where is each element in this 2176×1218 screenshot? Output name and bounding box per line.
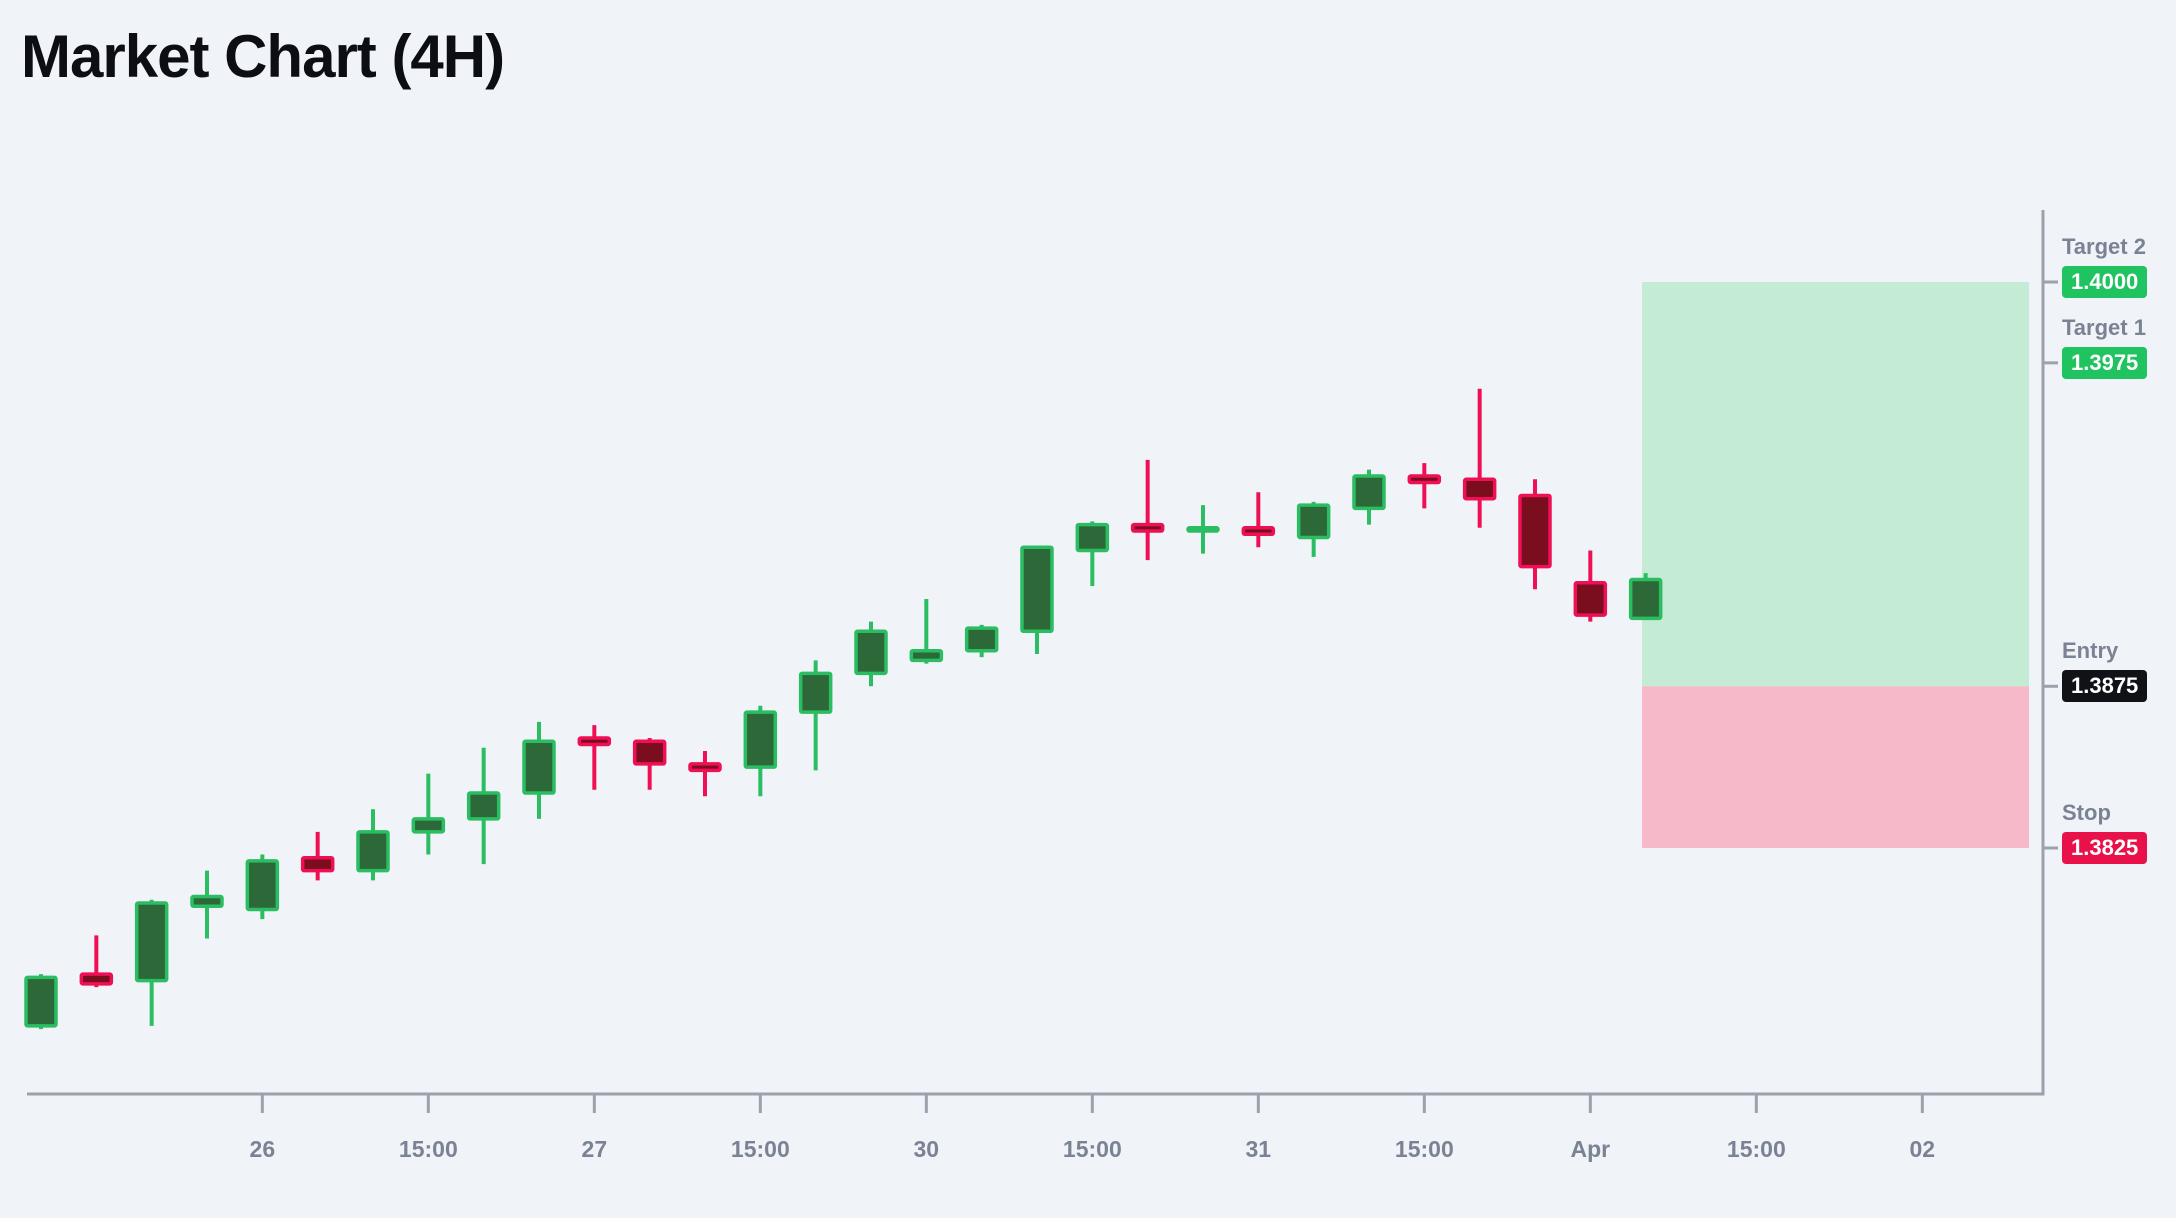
candle-body bbox=[743, 710, 778, 769]
time-tick-label: 15:00 bbox=[1063, 1136, 1122, 1162]
candle-body bbox=[522, 739, 556, 795]
time-tick-label: 27 bbox=[582, 1136, 608, 1162]
reward-zone bbox=[1642, 282, 2029, 687]
stop-label: Stop bbox=[2062, 800, 2111, 825]
candle-body bbox=[577, 736, 612, 747]
target-2-price-badge: 1.4000 bbox=[2062, 266, 2148, 298]
time-tick-label: 30 bbox=[914, 1136, 940, 1162]
entry-label: Entry bbox=[2062, 638, 2119, 664]
time-tick-label: 15:00 bbox=[1395, 1136, 1454, 1162]
risk-zone bbox=[1642, 686, 2029, 849]
candle-body bbox=[632, 739, 667, 766]
time-tick-label: 31 bbox=[1246, 1136, 1272, 1162]
candle-body bbox=[1241, 526, 1276, 537]
candle-body bbox=[1518, 493, 1552, 569]
price-level-target-1: Target 1 1.3975 bbox=[2062, 315, 2176, 379]
price-level-entry: Entry 1.3875 bbox=[2062, 638, 2176, 703]
target-2-label: Target 2 bbox=[2062, 234, 2146, 259]
candle-body bbox=[964, 626, 999, 653]
price-level-stop: Stop 1.3825 bbox=[2062, 800, 2176, 864]
time-tick-label: 26 bbox=[250, 1136, 276, 1162]
candle-body bbox=[798, 671, 833, 714]
candle-body bbox=[24, 975, 58, 1028]
candle-body bbox=[1407, 474, 1442, 485]
time-tick-label: 15:00 bbox=[399, 1136, 458, 1162]
candle-body bbox=[1186, 526, 1220, 533]
time-tick-label: Apr bbox=[1571, 1136, 1611, 1162]
candle-body bbox=[134, 901, 169, 983]
candle-body bbox=[1075, 522, 1110, 553]
candle-body bbox=[411, 817, 446, 834]
target-1-price-badge: 1.3975 bbox=[2062, 346, 2148, 379]
candle-body bbox=[1628, 577, 1663, 621]
candle-body bbox=[688, 762, 722, 773]
candle-body bbox=[854, 629, 888, 676]
candle-body bbox=[1352, 474, 1386, 511]
time-tick-label: 02 bbox=[1910, 1136, 1936, 1162]
candle-body bbox=[1462, 477, 1497, 501]
candle-body bbox=[1020, 545, 1054, 634]
candle-body bbox=[79, 972, 114, 986]
candle-body bbox=[1296, 503, 1331, 540]
candle-body bbox=[1573, 581, 1608, 617]
candle-body bbox=[356, 830, 390, 873]
time-tick-label: 15:00 bbox=[731, 1136, 790, 1162]
candle-body bbox=[1130, 522, 1165, 533]
candle-body bbox=[190, 894, 224, 908]
candle-body bbox=[245, 859, 280, 912]
price-level-target-2: Target 2 1.4000 bbox=[2062, 234, 2176, 298]
candle-body bbox=[466, 791, 501, 821]
target-1-label: Target 1 bbox=[2062, 314, 2146, 340]
candle-body bbox=[909, 648, 944, 663]
page-title: Market Chart (4H) bbox=[21, 23, 505, 90]
stop-price-badge: 1.3825 bbox=[2062, 832, 2148, 864]
candle-body bbox=[300, 855, 335, 873]
entry-price-badge: 1.3875 bbox=[2062, 670, 2148, 703]
time-tick-label: 15:00 bbox=[1727, 1136, 1786, 1162]
